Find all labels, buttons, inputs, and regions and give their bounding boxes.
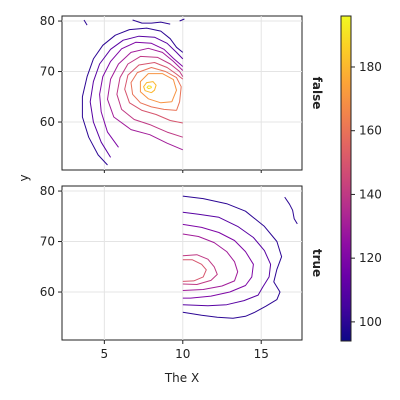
- colorbar-tick-label: 140: [359, 187, 382, 201]
- contour-line-bottom: [284, 196, 298, 225]
- contour-line-bottom: [182, 195, 283, 319]
- contour-line-top: [143, 81, 157, 94]
- contour-line-bottom: [182, 211, 272, 307]
- y-tick-label-bottom: 80: [40, 184, 55, 198]
- y-ticks-top: 60 70 80: [40, 14, 62, 129]
- contour-line-top: [132, 19, 171, 25]
- colorbar: 100 120 140 160 180: [340, 15, 382, 342]
- y-tick-label-top: 80: [40, 14, 55, 28]
- contour-line-bottom: [182, 254, 218, 285]
- x-tick-label: 5: [101, 347, 109, 361]
- facet-top: 60 70 80 false: [40, 14, 324, 171]
- contour-line-top: [139, 73, 177, 104]
- contour-line-bottom: [182, 259, 207, 282]
- x-ticks: 5 10 15: [101, 170, 269, 361]
- x-tick-label: 10: [175, 347, 190, 361]
- contour-line-top: [124, 62, 184, 124]
- colorbar-tick-label: 100: [359, 315, 382, 329]
- contour-line-top: [107, 47, 184, 151]
- y-tick-label-top: 60: [40, 115, 55, 129]
- x-axis-label: The X: [164, 371, 199, 385]
- contour-line-top: [116, 55, 184, 138]
- y-tick-label-top: 70: [40, 65, 55, 79]
- y-tick-label-bottom: 60: [40, 285, 55, 299]
- grid-bottom: [62, 186, 302, 340]
- facet-bottom: 60 70 80 true: [40, 184, 324, 341]
- colorbar-tick-label: 120: [359, 251, 382, 265]
- facet-label-top: false: [310, 77, 324, 110]
- colorbar-tick-label: 180: [359, 60, 382, 74]
- colorbar-bar: [340, 15, 352, 342]
- contour-line-top: [179, 18, 185, 22]
- contours-bottom: [182, 195, 298, 319]
- x-tick-label: 15: [254, 347, 269, 361]
- contour-line-top: [89, 35, 184, 158]
- contours-top: [81, 18, 185, 166]
- plot-area-bottom: [61, 185, 303, 341]
- contour-line-bottom: [182, 233, 239, 291]
- contour-line-top: [81, 27, 184, 166]
- plot-area-top: [61, 15, 303, 171]
- contour-line-bottom: [182, 223, 254, 299]
- y-tick-label-bottom: 70: [40, 235, 55, 249]
- grid-top: [62, 16, 302, 170]
- y-axis-label: y: [17, 174, 31, 181]
- y-ticks-bottom: 60 70 80: [40, 184, 62, 299]
- facet-label-bottom: true: [310, 249, 324, 277]
- contour-line-top: [99, 41, 184, 148]
- contour-line-top: [130, 67, 182, 111]
- colorbar-tick-label: 160: [359, 124, 382, 138]
- contour-line-top: [146, 85, 152, 90]
- contour-line-top: [83, 19, 88, 26]
- colorbar-ticks: 100 120 140 160 180: [351, 60, 382, 329]
